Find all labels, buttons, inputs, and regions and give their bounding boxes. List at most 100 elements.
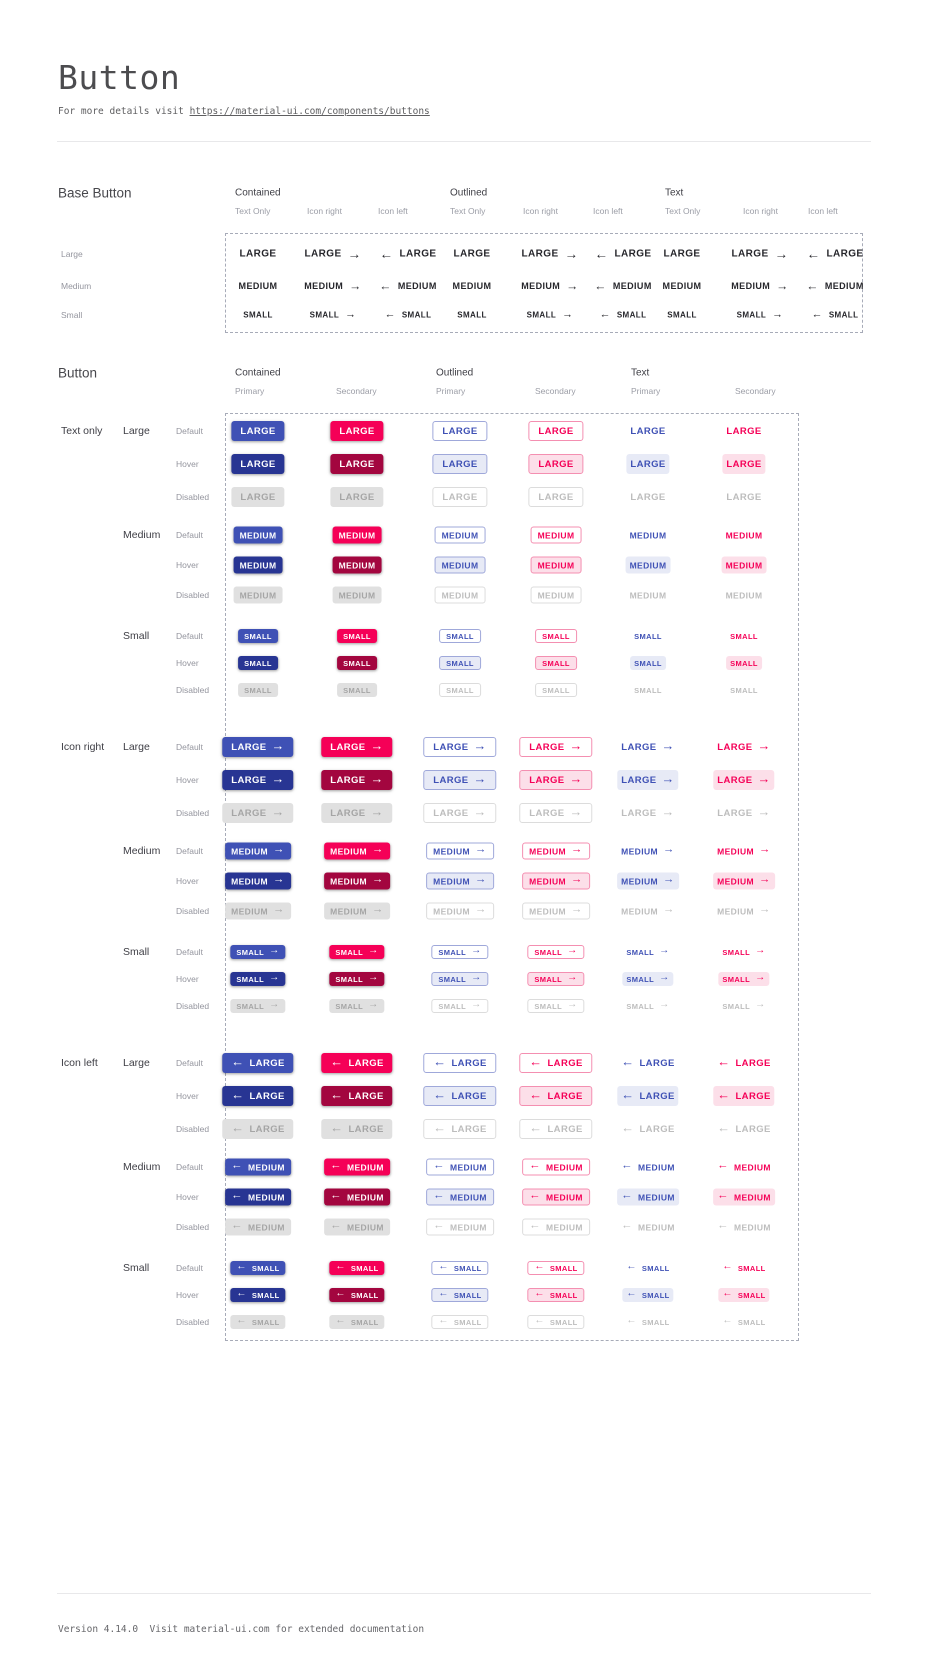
- button-text-primary-icon-left-medium-default[interactable]: ← MEDIUM: [617, 1159, 679, 1176]
- button-contained-secondary-text-only-large-hover[interactable]: LARGE: [330, 454, 384, 474]
- button-outlined-secondary-text-only-small-hover[interactable]: SMALL: [535, 656, 577, 670]
- button-outlined-secondary-icon-left-small-default[interactable]: ← SMALL: [527, 1261, 585, 1275]
- button-contained-primary-icon-right-small-hover[interactable]: SMALL →: [230, 972, 286, 986]
- button-outlined-secondary-icon-right-large-default[interactable]: LARGE →: [519, 737, 593, 757]
- button-contained-secondary-text-only-small-disabled[interactable]: SMALL: [337, 683, 377, 697]
- button-contained-secondary-icon-right-small-default[interactable]: SMALL →: [329, 945, 385, 959]
- button-outlined-secondary-icon-left-medium-hover[interactable]: ← MEDIUM: [522, 1188, 590, 1206]
- button-contained-secondary-icon-left-medium-default[interactable]: ← MEDIUM: [324, 1158, 390, 1176]
- button-outlined-primary-text-only-medium-hover[interactable]: MEDIUM: [434, 556, 486, 574]
- button-text-secondary-icon-left-small-hover[interactable]: ← SMALL: [718, 1288, 770, 1302]
- button-contained-secondary-icon-left-small-disabled[interactable]: ← SMALL: [329, 1315, 385, 1329]
- base-button-text-icon-right-small[interactable]: SMALL →: [737, 309, 784, 321]
- button-text-secondary-text-only-medium-default[interactable]: MEDIUM: [722, 527, 767, 544]
- button-text-secondary-text-only-medium-hover[interactable]: MEDIUM: [721, 556, 767, 574]
- button-text-primary-icon-right-small-default[interactable]: SMALL →: [622, 945, 673, 959]
- button-outlined-primary-icon-right-large-default[interactable]: LARGE →: [423, 737, 497, 757]
- base-button-text-icon-left-small[interactable]: ← SMALL: [812, 309, 859, 321]
- button-contained-secondary-icon-left-small-hover[interactable]: ← SMALL: [329, 1288, 385, 1302]
- button-contained-primary-text-only-large-disabled[interactable]: LARGE: [231, 487, 285, 507]
- button-text-secondary-text-only-small-hover[interactable]: SMALL: [726, 656, 762, 670]
- base-button-outlined-icon-right-medium[interactable]: MEDIUM →: [521, 279, 578, 292]
- button-outlined-secondary-icon-left-medium-disabled[interactable]: ← MEDIUM: [522, 1218, 590, 1236]
- button-outlined-primary-icon-left-medium-hover[interactable]: ← MEDIUM: [426, 1188, 494, 1206]
- base-button-contained-icon-left-large[interactable]: ← LARGE: [380, 247, 437, 261]
- button-outlined-secondary-text-only-medium-disabled[interactable]: MEDIUM: [530, 586, 582, 604]
- button-text-primary-icon-right-medium-default[interactable]: MEDIUM →: [617, 843, 679, 860]
- docs-link[interactable]: https://material-ui.com/components/butto…: [189, 106, 430, 117]
- button-outlined-secondary-icon-left-small-hover[interactable]: ← SMALL: [527, 1288, 585, 1302]
- button-text-primary-text-only-small-hover[interactable]: SMALL: [630, 656, 666, 670]
- button-contained-primary-icon-right-medium-hover[interactable]: MEDIUM →: [225, 872, 291, 890]
- button-text-primary-icon-right-small-hover[interactable]: SMALL →: [622, 972, 674, 986]
- button-contained-primary-icon-left-medium-default[interactable]: ← MEDIUM: [225, 1158, 291, 1176]
- button-text-secondary-icon-right-medium-disabled[interactable]: MEDIUM →: [713, 903, 775, 920]
- button-contained-primary-icon-right-medium-disabled[interactable]: MEDIUM →: [225, 902, 291, 920]
- button-text-secondary-icon-right-large-hover[interactable]: LARGE →: [713, 770, 775, 790]
- button-contained-primary-icon-left-medium-hover[interactable]: ← MEDIUM: [225, 1188, 291, 1206]
- button-text-primary-icon-left-medium-disabled[interactable]: ← MEDIUM: [617, 1219, 679, 1236]
- base-button-outlined-icon-right-small[interactable]: SMALL →: [527, 309, 574, 321]
- button-text-primary-icon-left-small-default[interactable]: ← SMALL: [622, 1261, 673, 1275]
- base-button-outlined-icon-left-large[interactable]: ← LARGE: [595, 247, 652, 261]
- button-contained-secondary-text-only-large-default[interactable]: LARGE: [330, 421, 384, 441]
- button-contained-secondary-icon-left-medium-hover[interactable]: ← MEDIUM: [324, 1188, 390, 1206]
- button-text-primary-text-only-medium-disabled[interactable]: MEDIUM: [626, 587, 671, 604]
- button-text-primary-icon-left-small-hover[interactable]: ← SMALL: [622, 1288, 674, 1302]
- button-contained-primary-icon-right-large-hover[interactable]: LARGE →: [222, 770, 294, 790]
- button-outlined-secondary-icon-right-large-disabled[interactable]: LARGE →: [519, 803, 593, 823]
- button-text-secondary-icon-left-medium-hover[interactable]: ← MEDIUM: [713, 1188, 775, 1206]
- button-outlined-secondary-icon-right-small-disabled[interactable]: SMALL →: [527, 999, 585, 1013]
- button-text-primary-icon-left-large-disabled[interactable]: ← LARGE: [617, 1119, 678, 1139]
- button-outlined-secondary-icon-left-large-disabled[interactable]: ← LARGE: [519, 1119, 593, 1139]
- button-contained-primary-text-only-medium-disabled[interactable]: MEDIUM: [233, 586, 283, 604]
- button-contained-secondary-text-only-medium-hover[interactable]: MEDIUM: [332, 556, 382, 574]
- base-button-contained-icon-left-medium[interactable]: ← MEDIUM: [379, 279, 436, 292]
- button-contained-primary-icon-right-small-default[interactable]: SMALL →: [230, 945, 286, 959]
- button-outlined-secondary-text-only-medium-default[interactable]: MEDIUM: [530, 526, 582, 544]
- button-outlined-secondary-icon-left-small-disabled[interactable]: ← SMALL: [527, 1315, 585, 1329]
- button-outlined-primary-icon-left-small-hover[interactable]: ← SMALL: [431, 1288, 489, 1302]
- button-text-secondary-icon-left-medium-disabled[interactable]: ← MEDIUM: [713, 1219, 775, 1236]
- button-contained-primary-icon-left-small-hover[interactable]: ← SMALL: [230, 1288, 286, 1302]
- button-text-secondary-icon-left-large-hover[interactable]: ← LARGE: [713, 1086, 775, 1106]
- base-button-contained-icon-right-medium[interactable]: MEDIUM →: [304, 279, 361, 292]
- button-contained-primary-text-only-medium-hover[interactable]: MEDIUM: [233, 556, 283, 574]
- button-outlined-secondary-icon-right-medium-hover[interactable]: MEDIUM →: [522, 872, 590, 890]
- button-contained-secondary-icon-right-small-hover[interactable]: SMALL →: [329, 972, 385, 986]
- button-outlined-secondary-text-only-large-disabled[interactable]: LARGE: [528, 487, 584, 507]
- button-contained-secondary-icon-right-large-disabled[interactable]: LARGE →: [321, 803, 393, 823]
- button-outlined-primary-text-only-medium-disabled[interactable]: MEDIUM: [434, 586, 486, 604]
- button-outlined-primary-icon-right-medium-default[interactable]: MEDIUM →: [426, 842, 494, 860]
- button-text-primary-icon-right-medium-hover[interactable]: MEDIUM →: [617, 872, 679, 890]
- button-contained-primary-icon-left-large-default[interactable]: ← LARGE: [222, 1053, 294, 1073]
- button-contained-primary-icon-right-small-disabled[interactable]: SMALL →: [230, 999, 286, 1013]
- button-outlined-secondary-icon-right-medium-disabled[interactable]: MEDIUM →: [522, 902, 590, 920]
- button-outlined-primary-text-only-medium-default[interactable]: MEDIUM: [434, 526, 486, 544]
- button-text-secondary-icon-right-small-default[interactable]: SMALL →: [718, 945, 769, 959]
- button-contained-secondary-icon-right-medium-default[interactable]: MEDIUM →: [324, 842, 390, 860]
- base-button-contained-icon-right-large[interactable]: LARGE →: [305, 247, 362, 261]
- button-outlined-primary-text-only-large-disabled[interactable]: LARGE: [432, 487, 488, 507]
- button-text-primary-text-only-large-hover[interactable]: LARGE: [626, 454, 670, 474]
- button-text-secondary-icon-right-large-disabled[interactable]: LARGE →: [713, 803, 774, 823]
- button-outlined-secondary-text-only-small-default[interactable]: SMALL: [535, 629, 577, 643]
- button-text-primary-icon-right-large-hover[interactable]: LARGE →: [617, 770, 679, 790]
- base-button-text-icon-left-medium[interactable]: ← MEDIUM: [806, 279, 863, 292]
- base-button-contained-icon-left-small[interactable]: ← SMALL: [385, 309, 432, 321]
- button-contained-secondary-icon-left-medium-disabled[interactable]: ← MEDIUM: [324, 1218, 390, 1236]
- button-outlined-primary-icon-right-large-hover[interactable]: LARGE →: [423, 770, 497, 790]
- base-button-outlined-icon-right-large[interactable]: LARGE →: [522, 247, 579, 261]
- button-contained-secondary-text-only-small-default[interactable]: SMALL: [337, 629, 377, 643]
- button-outlined-primary-text-only-small-disabled[interactable]: SMALL: [439, 683, 481, 697]
- button-outlined-primary-icon-left-small-default[interactable]: ← SMALL: [431, 1261, 489, 1275]
- button-text-secondary-icon-left-large-default[interactable]: ← LARGE: [713, 1053, 774, 1073]
- button-text-primary-text-only-medium-hover[interactable]: MEDIUM: [625, 556, 671, 574]
- button-outlined-secondary-icon-right-large-hover[interactable]: LARGE →: [519, 770, 593, 790]
- button-text-secondary-text-only-large-default[interactable]: LARGE: [722, 421, 765, 441]
- button-contained-primary-icon-left-large-disabled[interactable]: ← LARGE: [222, 1119, 294, 1139]
- button-outlined-primary-icon-left-medium-disabled[interactable]: ← MEDIUM: [426, 1218, 494, 1236]
- button-contained-secondary-icon-right-medium-disabled[interactable]: MEDIUM →: [324, 902, 390, 920]
- button-outlined-primary-icon-left-large-disabled[interactable]: ← LARGE: [423, 1119, 497, 1139]
- button-text-primary-icon-left-medium-hover[interactable]: ← MEDIUM: [617, 1188, 679, 1206]
